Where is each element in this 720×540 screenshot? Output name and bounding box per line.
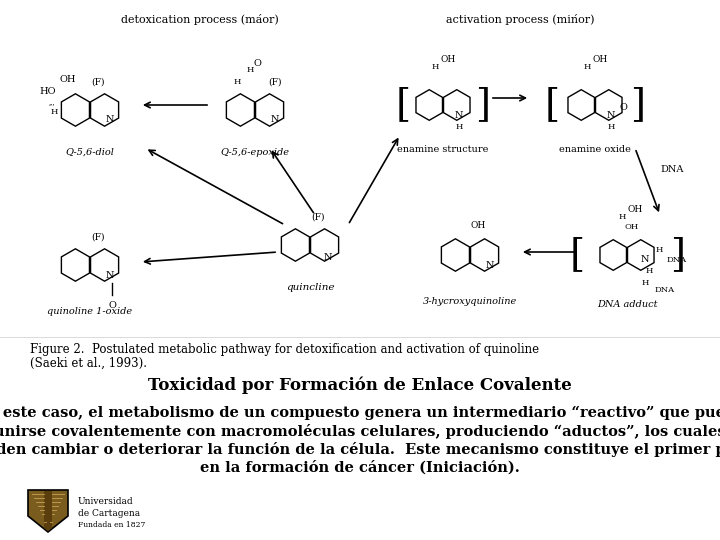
Text: O: O — [108, 301, 116, 310]
Text: O: O — [253, 59, 261, 69]
Text: O: O — [619, 103, 627, 111]
Text: H: H — [431, 63, 438, 71]
Text: OH: OH — [470, 220, 485, 230]
Text: quinoline 1-oxide: quinoline 1-oxide — [48, 307, 132, 316]
Text: OH: OH — [441, 56, 456, 64]
Text: DNA: DNA — [655, 286, 675, 294]
Text: ]: ] — [670, 237, 685, 273]
Text: ,,,: ,,, — [49, 98, 55, 106]
Text: Toxicidad por Formación de Enlace Covalente: Toxicidad por Formación de Enlace Covale… — [148, 376, 572, 394]
Text: quincline: quincline — [286, 283, 334, 292]
Polygon shape — [28, 490, 68, 532]
Text: DNA: DNA — [660, 165, 683, 174]
Text: H: H — [645, 267, 653, 275]
Text: pueden cambiar o deteriorar la función de la célula.  Este mecanismo constituye : pueden cambiar o deteriorar la función d… — [0, 442, 720, 457]
Text: en la formación de cáncer (Iniciación).: en la formación de cáncer (Iniciación). — [200, 460, 520, 474]
Text: [: [ — [544, 86, 559, 124]
Text: Figure 2.  Postulated metabolic pathway for detoxification and activation of qui: Figure 2. Postulated metabolic pathway f… — [30, 343, 539, 356]
Text: OH: OH — [593, 56, 608, 64]
Text: DNA adduct: DNA adduct — [597, 300, 657, 309]
Text: Q-5,6-diol: Q-5,6-diol — [66, 148, 114, 157]
Polygon shape — [44, 491, 52, 531]
Text: unirse covalentemente con macromoléculas celulares, produciendo “aductos”, los c: unirse covalentemente con macromoléculas… — [0, 424, 720, 439]
Text: H: H — [642, 279, 649, 287]
Text: H: H — [233, 78, 240, 86]
Text: de Cartagena: de Cartagena — [78, 509, 140, 518]
Text: (F): (F) — [91, 78, 104, 86]
Text: enamine oxide: enamine oxide — [559, 145, 631, 154]
Text: (F): (F) — [91, 233, 104, 241]
Text: N: N — [486, 260, 494, 269]
Text: H: H — [50, 108, 58, 116]
Text: N: N — [106, 271, 114, 280]
Text: N: N — [641, 255, 649, 265]
Text: Fundada en 1827: Fundada en 1827 — [78, 521, 145, 529]
Text: N: N — [607, 111, 616, 119]
Text: N: N — [106, 116, 114, 125]
Text: N: N — [324, 253, 332, 261]
Text: enamine structure: enamine structure — [397, 145, 489, 154]
Text: (F): (F) — [311, 213, 325, 221]
Text: OH: OH — [60, 76, 76, 84]
Text: H: H — [607, 123, 615, 131]
Text: ]: ] — [475, 86, 490, 124]
Text: HO: HO — [40, 87, 56, 97]
Text: En este caso, el metabolismo de un compuesto genera un intermediario “reactivo” : En este caso, el metabolismo de un compu… — [0, 406, 720, 420]
Text: N: N — [271, 116, 279, 125]
Text: H: H — [583, 63, 590, 71]
Text: (Saeki et al., 1993).: (Saeki et al., 1993). — [30, 357, 147, 370]
Text: H: H — [618, 213, 626, 221]
Text: OH: OH — [625, 223, 639, 231]
Text: (F): (F) — [269, 78, 282, 86]
Text: DNA: DNA — [667, 256, 687, 264]
Text: detoxication process (máor): detoxication process (máor) — [121, 14, 279, 25]
Text: Q-5,6-epoxide: Q-5,6-epoxide — [220, 148, 289, 157]
Text: H: H — [455, 123, 463, 131]
Text: activation process (mińor): activation process (mińor) — [446, 14, 594, 25]
Text: N: N — [455, 111, 463, 119]
Text: H: H — [655, 246, 662, 254]
Text: H: H — [246, 66, 253, 74]
Text: 3-hycroxyquinoline: 3-hycroxyquinoline — [423, 297, 517, 306]
Text: [: [ — [395, 86, 410, 124]
Text: OH: OH — [627, 206, 643, 214]
Text: [: [ — [570, 237, 585, 273]
Text: Universidad: Universidad — [78, 497, 134, 506]
Text: ]: ] — [631, 86, 646, 124]
